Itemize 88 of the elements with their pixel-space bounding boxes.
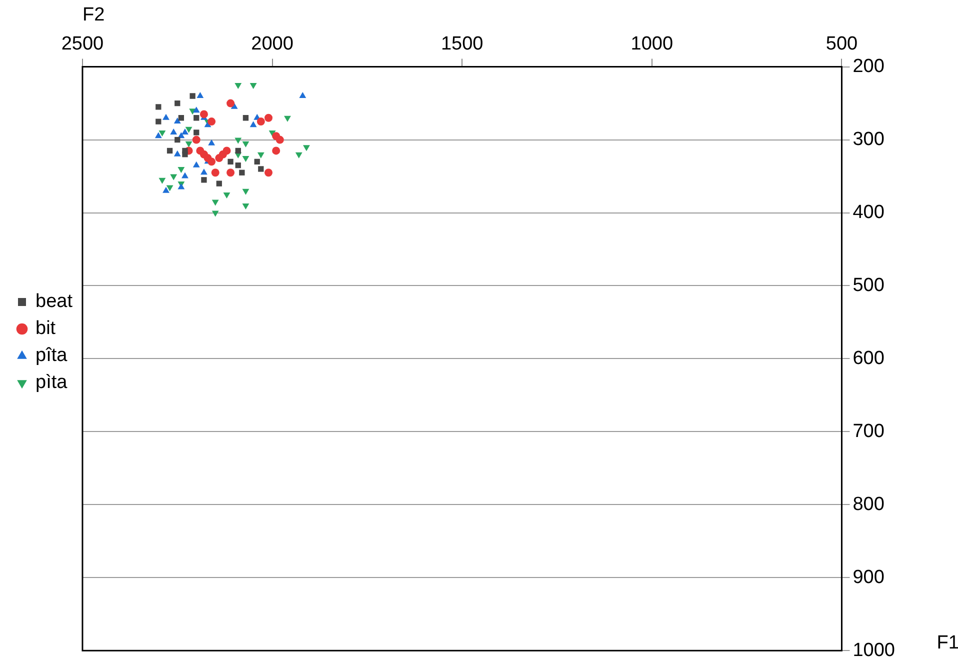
point: [158, 130, 166, 136]
point: [166, 185, 174, 192]
point: [284, 116, 291, 122]
point: [228, 158, 234, 164]
legend-label: pîta: [36, 345, 68, 366]
point: [190, 93, 196, 99]
point: [242, 141, 250, 148]
y-tick-label: 600: [852, 348, 884, 369]
y-tick-label: 500: [852, 274, 884, 296]
x-tick-label: 1000: [630, 34, 674, 55]
point: [223, 192, 230, 199]
point: [194, 130, 200, 136]
point: [254, 158, 260, 164]
y-axis-title: F1: [936, 632, 958, 654]
y-tick-label: 700: [852, 420, 884, 442]
point: [185, 141, 192, 148]
point: [192, 106, 200, 113]
point: [256, 118, 265, 126]
point: [170, 174, 178, 180]
point: [194, 115, 200, 121]
point: [182, 172, 188, 178]
point: [174, 118, 181, 124]
point: [208, 139, 216, 146]
point: [192, 161, 200, 168]
point: [264, 114, 272, 122]
point: [174, 100, 180, 106]
point: [178, 115, 184, 121]
point: [162, 114, 170, 120]
point: [156, 104, 162, 110]
x-tick-label: 2500: [61, 34, 104, 55]
point: [158, 178, 166, 184]
point: [182, 128, 188, 134]
x-tick-label: 1500: [440, 34, 484, 55]
point: [302, 145, 310, 152]
point: [235, 162, 241, 168]
point: [166, 148, 173, 154]
point: [276, 136, 284, 144]
point: [272, 146, 280, 155]
point: [196, 92, 204, 98]
point: [242, 115, 249, 121]
x-tick-label: 500: [826, 34, 858, 55]
point: [201, 177, 207, 183]
point: [174, 136, 180, 143]
point: [162, 186, 170, 193]
point: [174, 150, 181, 156]
point: [178, 166, 185, 173]
legend-label: bit: [36, 318, 56, 340]
y-tick-label: 400: [852, 202, 884, 223]
y-tick-label: 300: [852, 129, 884, 150]
point: [242, 156, 250, 162]
point: [250, 83, 257, 90]
point: [235, 148, 241, 154]
legend-label: pìta: [36, 372, 68, 394]
point: [156, 118, 162, 124]
point: [204, 154, 212, 162]
point: [182, 148, 188, 154]
point: [192, 136, 200, 144]
point: [226, 168, 235, 177]
point: [216, 180, 222, 186]
point: [264, 168, 272, 177]
point: [242, 188, 250, 195]
point: [222, 146, 231, 155]
point: [242, 203, 250, 210]
point: [200, 110, 208, 118]
x-tick-label: 2000: [251, 34, 294, 55]
point: [212, 210, 219, 217]
x-axis-title: F2: [82, 4, 105, 26]
point: [212, 200, 219, 206]
point: [200, 168, 208, 175]
point: [258, 166, 264, 172]
legend-label: beat: [36, 291, 74, 312]
y-tick-label: 800: [852, 494, 884, 515]
y-tick-label: 1000: [852, 640, 896, 661]
point: [208, 118, 216, 126]
y-tick-label: 200: [852, 56, 884, 78]
point: [250, 121, 257, 128]
point: [154, 132, 162, 138]
point: [170, 128, 178, 134]
point: [234, 138, 242, 144]
point: [185, 126, 192, 133]
point: [226, 99, 235, 108]
y-tick-label: 900: [852, 566, 884, 588]
point: [211, 168, 220, 177]
point: [239, 170, 245, 176]
point: [299, 92, 306, 98]
point: [295, 152, 302, 158]
point: [257, 152, 264, 158]
point: [234, 83, 242, 90]
